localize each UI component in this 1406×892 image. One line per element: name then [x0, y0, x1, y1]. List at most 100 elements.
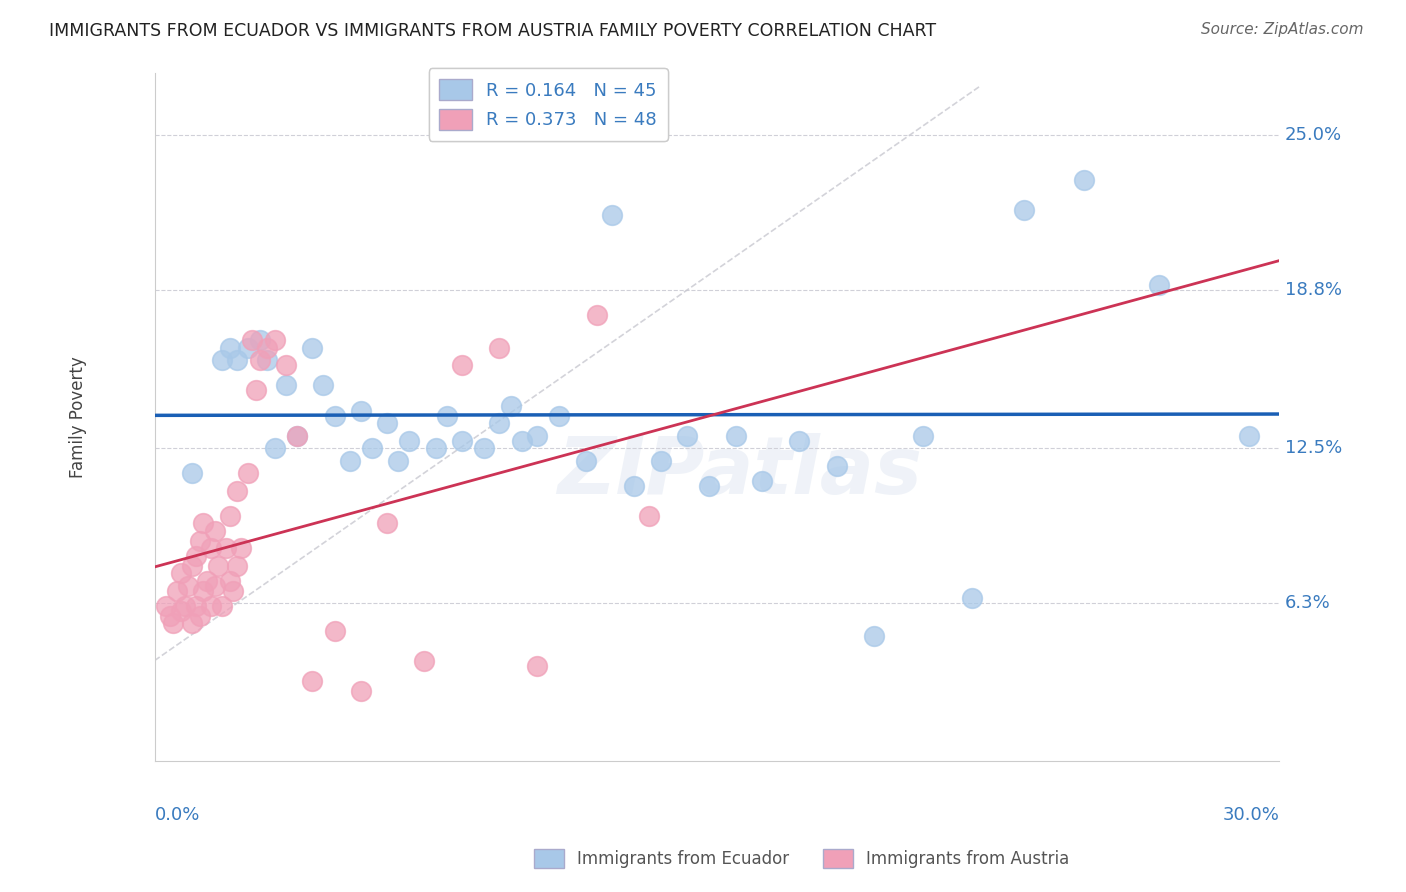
Point — [181, 466, 204, 480]
Text: 0.0%: 0.0% — [155, 805, 200, 823]
Point — [249, 334, 271, 348]
Point — [155, 599, 177, 613]
Point — [586, 309, 609, 323]
Point — [425, 441, 447, 455]
Point — [312, 378, 335, 392]
Point — [301, 341, 323, 355]
Point — [375, 416, 398, 430]
Point — [301, 673, 323, 688]
Point — [249, 353, 271, 368]
Point — [398, 434, 420, 448]
Point — [387, 453, 409, 467]
Point — [488, 341, 510, 355]
Legend: R = 0.164   N = 45, R = 0.373   N = 48: R = 0.164 N = 45, R = 0.373 N = 48 — [429, 69, 668, 141]
Point — [200, 541, 222, 555]
Point — [413, 653, 436, 667]
Point — [600, 209, 623, 223]
Point — [1147, 278, 1170, 293]
Point — [162, 615, 184, 630]
Point — [375, 516, 398, 530]
Point — [170, 566, 193, 580]
Point — [361, 441, 384, 455]
Point — [211, 599, 233, 613]
Point — [623, 478, 645, 492]
Point — [499, 399, 522, 413]
Text: IMMIGRANTS FROM ECUADOR VS IMMIGRANTS FROM AUSTRIA FAMILY POVERTY CORRELATION CH: IMMIGRANTS FROM ECUADOR VS IMMIGRANTS FR… — [49, 22, 936, 40]
Text: 25.0%: 25.0% — [1285, 127, 1341, 145]
Point — [188, 533, 211, 548]
Point — [526, 428, 548, 442]
Point — [238, 341, 260, 355]
Point — [285, 428, 308, 442]
Point — [339, 453, 361, 467]
Point — [510, 434, 533, 448]
Point — [195, 574, 218, 588]
Point — [676, 428, 699, 442]
Point — [193, 583, 215, 598]
Point — [226, 353, 249, 368]
Point — [274, 378, 297, 392]
Legend: Immigrants from Ecuador, Immigrants from Austria: Immigrants from Ecuador, Immigrants from… — [527, 842, 1076, 875]
Point — [166, 583, 188, 598]
Point — [238, 466, 260, 480]
Point — [650, 453, 672, 467]
Point — [226, 558, 249, 573]
Point — [350, 403, 373, 417]
Point — [184, 599, 207, 613]
Point — [207, 558, 229, 573]
Point — [1012, 203, 1035, 218]
Point — [548, 409, 571, 423]
Text: 30.0%: 30.0% — [1222, 805, 1279, 823]
Point — [451, 434, 474, 448]
Point — [226, 483, 249, 498]
Point — [789, 434, 811, 448]
Point — [181, 615, 204, 630]
Point — [863, 628, 886, 642]
Point — [170, 603, 193, 617]
Point — [177, 578, 200, 592]
Point — [184, 549, 207, 563]
Point — [229, 541, 252, 555]
Point — [699, 478, 721, 492]
Point — [159, 608, 181, 623]
Point — [575, 453, 598, 467]
Point — [193, 516, 215, 530]
Text: 6.3%: 6.3% — [1285, 594, 1330, 612]
Point — [825, 458, 848, 473]
Point — [350, 683, 373, 698]
Point — [256, 341, 278, 355]
Point — [1073, 173, 1095, 187]
Point — [204, 524, 226, 538]
Text: Family Poverty: Family Poverty — [69, 356, 87, 477]
Point — [751, 474, 773, 488]
Text: 12.5%: 12.5% — [1285, 439, 1341, 457]
Point — [204, 578, 226, 592]
Point — [240, 334, 263, 348]
Point — [218, 574, 240, 588]
Point — [245, 384, 267, 398]
Point — [960, 591, 983, 605]
Point — [181, 558, 204, 573]
Point — [218, 508, 240, 523]
Point — [285, 428, 308, 442]
Text: Source: ZipAtlas.com: Source: ZipAtlas.com — [1201, 22, 1364, 37]
Point — [263, 441, 285, 455]
Point — [188, 608, 211, 623]
Point — [1237, 428, 1260, 442]
Point — [488, 416, 510, 430]
Point — [274, 359, 297, 373]
Text: 18.8%: 18.8% — [1285, 282, 1341, 300]
Text: ZIPatlas: ZIPatlas — [557, 433, 922, 511]
Point — [200, 599, 222, 613]
Point — [451, 359, 474, 373]
Point — [218, 341, 240, 355]
Point — [323, 409, 346, 423]
Point — [436, 409, 458, 423]
Point — [211, 353, 233, 368]
Point — [222, 583, 245, 598]
Point — [724, 428, 747, 442]
Point — [215, 541, 238, 555]
Point — [526, 658, 548, 673]
Point — [323, 624, 346, 638]
Point — [263, 334, 285, 348]
